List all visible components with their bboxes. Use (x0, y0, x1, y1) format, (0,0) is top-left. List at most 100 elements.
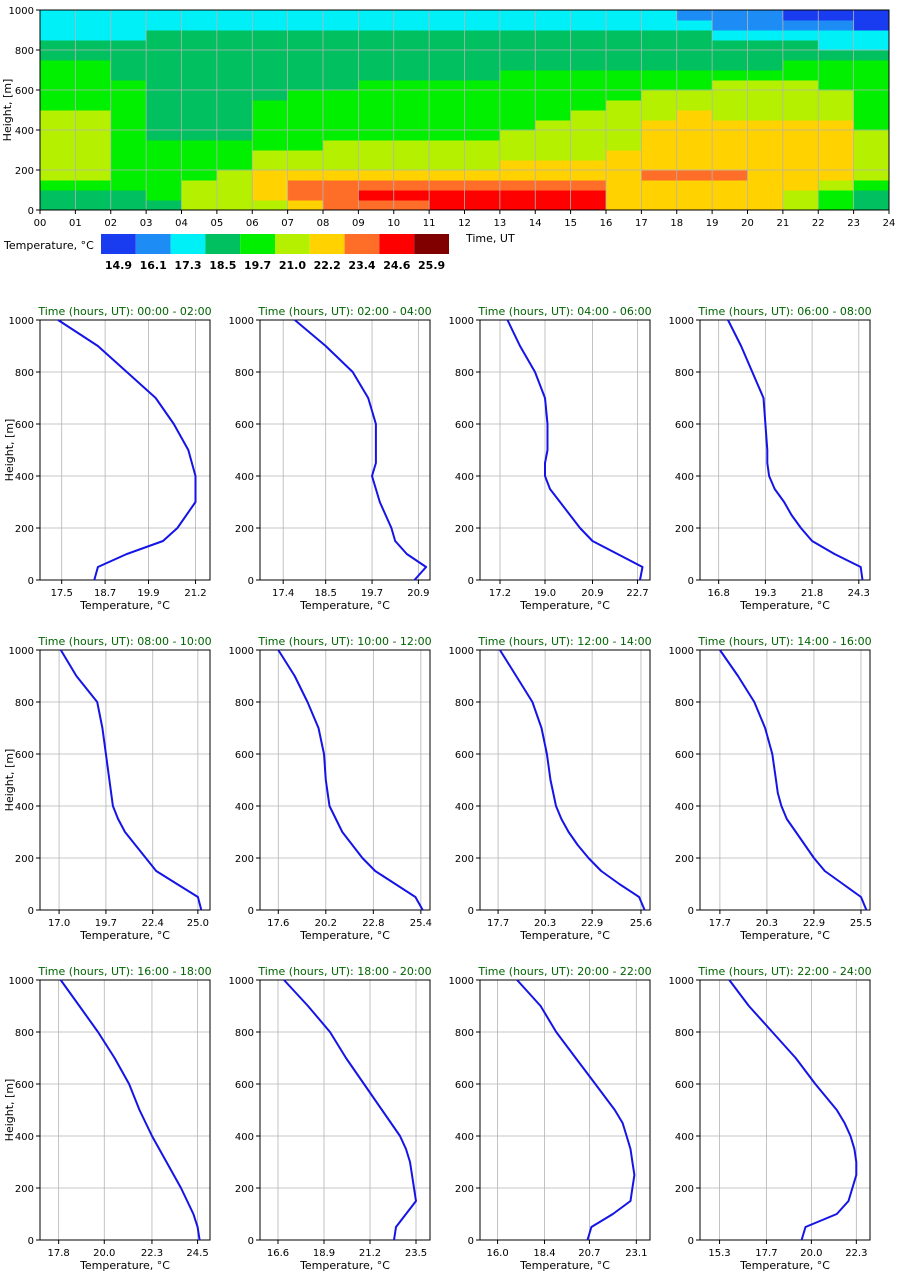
profile-y-tick-label: 400 (15, 1132, 34, 1143)
heatmap-cell (216, 70, 253, 81)
profile-x-tick-label: 19.9 (137, 588, 159, 599)
heatmap-chart: 00 01 02 03 04 05 06 07 08 09 10 11 12 13 14 15 16 17 18 19… (1, 6, 895, 272)
temperature-profile-line (59, 649, 203, 911)
heatmap-cell (606, 200, 642, 211)
heatmap-cell (818, 120, 855, 131)
profile-plot-area (480, 650, 650, 910)
legend-value-label: 14.9 (105, 259, 132, 272)
profile-y-tick-label: 600 (235, 420, 254, 431)
profile-frame (479, 319, 651, 581)
profile-y-tick-label: 800 (455, 368, 474, 379)
heatmap-cell (853, 100, 890, 111)
heatmap-cell (40, 180, 76, 191)
heatmap-cell (535, 150, 572, 161)
heatmap-cell (358, 70, 395, 81)
heatmap-cell (606, 140, 642, 151)
heatmap-cell (570, 50, 607, 61)
heatmap-cell (146, 180, 182, 191)
profile-y-tick-label: 0 (28, 906, 34, 917)
heatmap-cell (782, 90, 819, 101)
heatmap-cell (75, 160, 112, 171)
heatmap-cell (499, 160, 536, 171)
heatmap-cell (323, 150, 359, 161)
profile-y-tick-label: 400 (15, 472, 34, 483)
heatmap-cell (853, 80, 890, 91)
temperature-profile-line (728, 979, 858, 1241)
legend-swatch (205, 234, 241, 254)
heatmap-cell (535, 190, 572, 201)
heatmap-cell (747, 20, 784, 31)
heatmap-cell (323, 70, 359, 81)
profile-y-tick-label: 0 (688, 576, 694, 587)
heatmap-cell (570, 40, 607, 51)
profile-y-tick-label: 600 (675, 750, 694, 761)
profile-title: Time (hours, UT): 18:00 - 20:00 (257, 965, 431, 978)
heatmap-cell (146, 190, 182, 201)
profile-x-tick-label: 20.2 (315, 918, 337, 929)
profile-y-tick-label: 1000 (449, 976, 474, 987)
heatmap-cell (252, 110, 289, 121)
heatmap-cell (146, 120, 182, 131)
heatmap-x-tick-label: 01 (69, 218, 82, 229)
heatmap-cell (358, 30, 395, 41)
heatmap-cell (499, 60, 536, 71)
heatmap-y-tick-label: 600 (15, 86, 34, 97)
heatmap-cell (287, 160, 324, 171)
heatmap-cell (641, 120, 678, 131)
heatmap-cell (853, 180, 890, 191)
profile-x-tick-label: 17.8 (48, 1248, 70, 1259)
profile-y-tick-label: 1000 (229, 976, 254, 987)
heatmap-cell (464, 190, 501, 201)
heatmap-cell (570, 110, 607, 121)
profile-x-axis-label: Temperature, °C (299, 929, 390, 942)
heatmap-cell (323, 90, 359, 101)
heatmap-cell (287, 40, 324, 51)
heatmap-cell (429, 60, 465, 71)
heatmap-cell (606, 70, 642, 81)
profile-y-tick-label: 400 (235, 802, 254, 813)
profile-y-tick-label: 600 (455, 750, 474, 761)
profile-y-tick-label: 600 (455, 1080, 474, 1091)
heatmap-cell (146, 70, 182, 81)
temperature-profile-line (59, 979, 201, 1241)
heatmap-cell (641, 190, 678, 201)
heatmap-cell (358, 190, 395, 201)
heatmap-x-tick-label: 09 (352, 218, 365, 229)
heatmap-cell (75, 30, 112, 41)
heatmap-cell (676, 190, 713, 201)
heatmap-cell (499, 120, 536, 131)
heatmap-cell (782, 70, 819, 81)
heatmap-cell (181, 30, 218, 41)
heatmap-cell (429, 120, 465, 131)
heatmap-cell (75, 170, 112, 181)
heatmap-cell (782, 40, 819, 51)
profile-x-tick-label: 22.4 (142, 918, 164, 929)
heatmap-cell (676, 40, 713, 51)
heatmap-cell (747, 180, 784, 191)
heatmap-cell (464, 170, 501, 181)
profile-y-tick-label: 200 (235, 524, 254, 535)
heatmap-y-tick-label: 200 (15, 166, 34, 177)
heatmap-cell (464, 150, 501, 161)
heatmap-cell (252, 30, 289, 41)
heatmap-x-tick-label: 19 (706, 218, 719, 229)
heatmap-cell (747, 110, 784, 121)
profile-y-tick-label: 400 (675, 802, 694, 813)
heatmap-cell (712, 190, 748, 201)
heatmap-cell (606, 180, 642, 191)
heatmap-cell (358, 20, 395, 31)
heatmap-cell (75, 200, 112, 211)
profile-y-tick-label: 800 (675, 698, 694, 709)
profile-y-tick-label: 400 (675, 1132, 694, 1143)
heatmap-cell (818, 140, 855, 151)
heatmap-cell (570, 20, 607, 31)
heatmap-cell (110, 200, 147, 211)
heatmap-cell (782, 160, 819, 171)
heatmap-cell (393, 190, 430, 201)
heatmap-cell (181, 110, 218, 121)
profile-y-tick-label: 400 (675, 472, 694, 483)
heatmap-cell (216, 140, 253, 151)
heatmap-cell (181, 190, 218, 201)
heatmap-cell (181, 50, 218, 61)
profile-y-tick-label: 1000 (669, 646, 694, 657)
